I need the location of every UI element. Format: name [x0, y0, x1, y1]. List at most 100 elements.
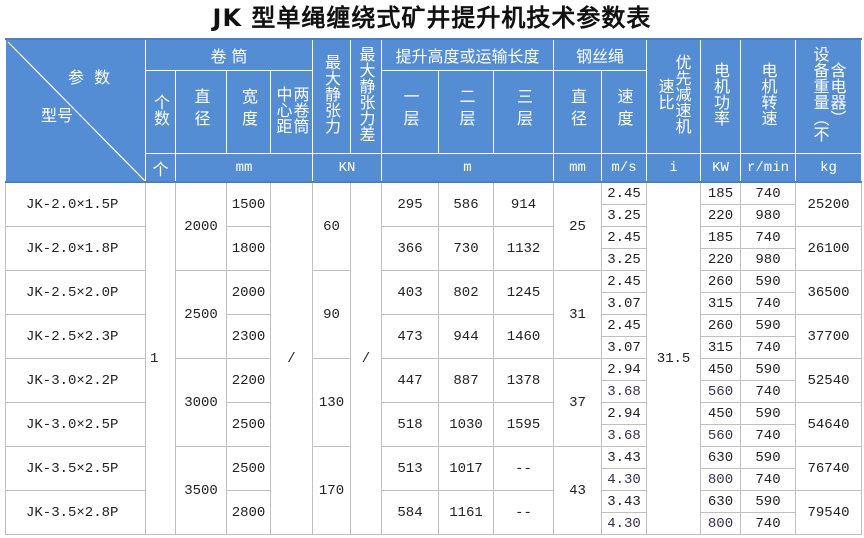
weight-cell: 79540 [795, 490, 862, 535]
table-row: JK-3.0×2.5P 2500 518 1030 1595 2.94 450 590 5464… [5, 402, 862, 447]
rope-speed-cell: 3.43 [601, 446, 647, 469]
model-cell: JK-2.0×1.8P [5, 226, 146, 271]
motor-power-label: 电机功率 [711, 62, 730, 127]
unit-power: KW [700, 152, 741, 183]
layer3-cell: 1378 [493, 358, 554, 403]
drum-width-label: 宽度 [239, 87, 258, 132]
drum-width-cell: 2800 [226, 490, 271, 535]
motor-speed-cell: 740 [740, 181, 796, 205]
table-row: JK-2.0×1.8P 1800 366 730 1132 2.45 185 740 26100 [5, 226, 862, 271]
drum-header: 卷 筒 [145, 38, 313, 71]
table-row: JK-2.5×2.3P 2300 473 944 1460 2.45 260 590 37700 [5, 314, 862, 359]
table-row: JK-2.0×1.5P 1 2000 1500/60/295 586 914 25 2.45 3… [5, 181, 862, 535]
unit-ratio: i [646, 152, 701, 183]
tension-diff-cell: / [350, 181, 382, 535]
layer1-label: 一层 [400, 87, 420, 132]
unit-count: 个 [145, 152, 176, 183]
model-cell: JK-2.5×2.0P [5, 270, 146, 315]
motor-speed-cell: 740 [740, 512, 796, 535]
motor-power-cell: 185 [700, 181, 741, 205]
rope-speed-label: 速度 [614, 87, 634, 132]
layer2-header: 二层 [438, 69, 494, 154]
model-cell: JK-3.0×2.2P [5, 358, 146, 403]
weight-cell: 26100 [795, 226, 862, 271]
layer3-cell: 1132 [493, 226, 554, 271]
layer1-cell: 513 [381, 446, 439, 491]
rope-speed-cell: 3.68 [601, 380, 647, 403]
rope-speed-cell: 3.68 [601, 424, 647, 447]
weight-cell: 36500 [795, 270, 862, 315]
layer1-header: 一层 [381, 69, 439, 154]
rope-dia-header: 直径 [553, 69, 602, 154]
model-cell: JK-3.5×2.8P [5, 490, 146, 535]
count-label: 个数 [151, 93, 170, 126]
layer2-cell: 1030 [438, 402, 494, 447]
motor-power-cell: 315 [700, 336, 741, 359]
drum-dia-cell: 2500 [175, 270, 227, 359]
center-dist-header: 两卷筒中心距 [270, 69, 313, 154]
motor-speed-cell: 740 [740, 292, 796, 315]
unit-weight: kg [795, 152, 862, 183]
layer2-label: 二层 [456, 87, 476, 132]
motor-speed-label: 电机转速 [758, 62, 778, 127]
motor-power-cell: 260 [700, 314, 741, 337]
weight-header: 设备重量（不含电器） [795, 38, 862, 154]
weight-cell: 76740 [795, 446, 862, 491]
layer3-cell: -- [493, 490, 554, 535]
motor-power-cell: 450 [700, 402, 741, 425]
table-row: 3.25 220 980 [6, 204, 862, 227]
drum-dia-cell: 2000 [175, 181, 227, 271]
rope-speed-cell: 2.45 [601, 270, 647, 293]
motor-power-cell: 185 [700, 226, 741, 249]
unit-rope-dia: mm [553, 152, 602, 183]
table-row: 3.07 315 740 [6, 336, 862, 359]
drum-width-cell: 2200 [226, 358, 271, 403]
unit-tension: KN [312, 152, 382, 183]
max-tension-cell: 170 [312, 446, 351, 535]
rope-speed-cell: 3.07 [601, 336, 647, 359]
weight-cell: 37700 [795, 314, 862, 359]
layer3-cell: -- [493, 446, 554, 491]
motor-power-cell: 630 [700, 446, 741, 469]
rope-speed-cell: 4.30 [601, 468, 647, 491]
layer3-label: 三层 [514, 87, 533, 132]
ratio-cell: 31.5 [646, 181, 701, 535]
corner-header: 参 数 型号 [5, 38, 146, 183]
corner-model-label: 型号 [41, 106, 74, 125]
layer3-cell: 1245 [493, 270, 554, 315]
layer2-cell: 586 [438, 181, 494, 227]
rope-speed-cell: 2.45 [601, 226, 647, 249]
max-tension-diff-label: 最大静张力差 [356, 46, 376, 143]
table-header: 参 数 型号 卷 筒 最大静张力 最大静张力差 提升高度或运输长度 钢丝绳 优先… [5, 38, 862, 183]
weight-label: 设备重量（不含电器） [810, 46, 847, 143]
rope-dia-label: 直径 [568, 87, 587, 132]
max-tension-cell: 130 [312, 358, 351, 447]
motor-speed-header: 电机转速 [740, 38, 796, 154]
drum-width-cell: 2500 [226, 446, 271, 491]
unit-lift: m [381, 152, 554, 183]
unit-rpm: r/min [740, 152, 796, 183]
table-row: 3.07 315 740 [6, 292, 862, 315]
drum-dia-cell: 3000 [175, 358, 227, 447]
table-body: JK-2.0×1.5P 1 2000 1500/60/295 586 914 25 2.45 3… [5, 181, 862, 535]
model-cell: JK-3.0×2.5P [5, 402, 146, 447]
layer1-cell: 473 [381, 314, 439, 359]
motor-power-cell: 315 [700, 292, 741, 315]
rope-speed-cell: 2.45 [601, 181, 647, 205]
layer2-cell: 1161 [438, 490, 494, 535]
motor-power-header: 电机功率 [700, 38, 741, 154]
table-row: JK-3.5×2.8P 2800 584 1161 -- 3.43 630 590 79540 [5, 490, 862, 535]
max-tension-label: 最大静张力 [322, 54, 341, 135]
weight-cell: 54640 [795, 402, 862, 447]
max-tension-cell: 90 [312, 270, 351, 359]
layer2-cell: 944 [438, 314, 494, 359]
layer1-cell: 584 [381, 490, 439, 535]
weight-cell: 25200 [795, 181, 862, 227]
rope-speed-cell: 2.94 [601, 358, 647, 381]
motor-power-cell: 800 [700, 512, 741, 535]
drum-width-cell: 1500 [226, 181, 271, 227]
table-row: 4.30 800 740 [6, 468, 862, 491]
max-tension-diff-header: 最大静张力差 [350, 38, 382, 154]
layer1-cell: 403 [381, 270, 439, 315]
motor-speed-cell: 740 [740, 424, 796, 447]
